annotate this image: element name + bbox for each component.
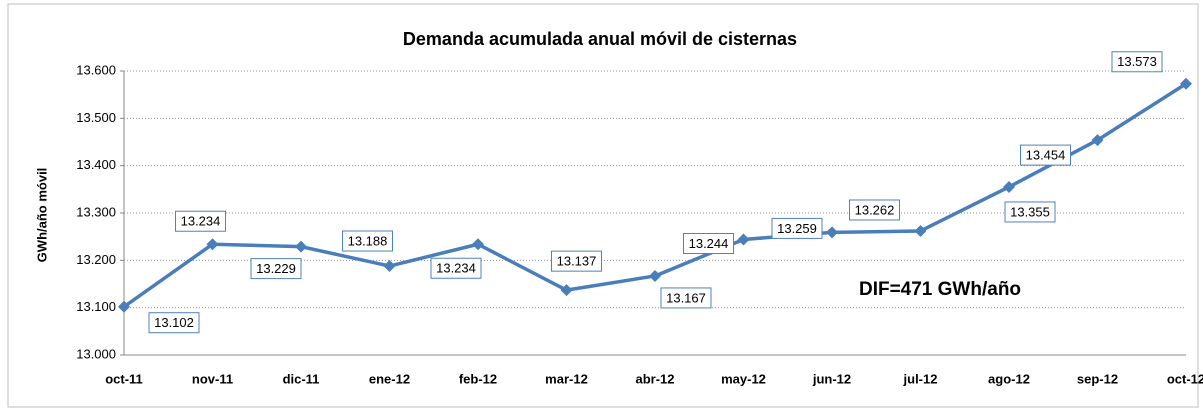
value-label: 13.188 <box>348 233 388 248</box>
x-tick-label: oct-11 <box>105 371 143 386</box>
y-tick-label: 13.500 <box>76 110 116 125</box>
value-label: 13.454 <box>1026 148 1066 163</box>
x-tick-label: abr-12 <box>635 371 674 386</box>
value-label: 13.262 <box>855 202 895 217</box>
x-tick-label: sep-12 <box>1077 371 1118 386</box>
marker <box>472 238 484 251</box>
x-tick-label: oct-12 <box>1167 371 1203 386</box>
x-tick-label: feb-12 <box>459 371 497 386</box>
value-label-box <box>1111 51 1163 73</box>
y-tick-label: 13.400 <box>76 157 116 172</box>
value-label-box <box>849 199 900 221</box>
value-label-box <box>771 217 823 239</box>
y-tick-label: 13.300 <box>76 204 116 219</box>
value-label-box <box>342 230 393 252</box>
chart-title: Demanda acumulada anual móvil de cistern… <box>403 29 797 49</box>
marker <box>826 226 838 239</box>
chart-border <box>7 3 1199 408</box>
marker <box>206 238 219 251</box>
x-tick-label: jul-12 <box>903 371 938 386</box>
value-label: 13.234 <box>436 261 476 276</box>
marker <box>560 284 573 297</box>
value-label-box <box>683 233 734 255</box>
y-tick-label: 13.000 <box>76 346 116 361</box>
value-label: 13.573 <box>1117 54 1157 69</box>
marker <box>649 269 661 282</box>
y-tick-label: 13.200 <box>76 252 116 267</box>
marker <box>295 240 307 253</box>
y-tick-label: 13.100 <box>76 299 116 314</box>
marker <box>737 233 750 246</box>
marker <box>118 300 130 313</box>
value-label: 13.259 <box>777 221 817 236</box>
y-axis-label: GWh/año móvil <box>34 168 49 263</box>
value-label-box <box>1020 144 1071 166</box>
x-tick-label: mar-12 <box>545 371 588 386</box>
value-label-box <box>660 287 712 309</box>
x-tick-label: nov-11 <box>192 371 233 386</box>
marker <box>1180 77 1192 90</box>
x-tick-label: ene-12 <box>369 371 410 386</box>
marker <box>383 260 396 273</box>
value-label-box <box>250 258 302 280</box>
x-tick-label: may-12 <box>721 371 766 386</box>
x-tick-label: jun-12 <box>812 371 851 386</box>
value-label-box <box>430 257 482 279</box>
annotation: DIF=471 GWh/año <box>859 279 1021 300</box>
value-label: 13.102 <box>154 315 194 330</box>
x-tick-label: ago-12 <box>988 371 1030 386</box>
value-label: 13.355 <box>1010 204 1050 219</box>
value-label: 13.137 <box>557 254 597 269</box>
value-label-box <box>551 250 602 272</box>
x-tick-label: dic-11 <box>283 371 320 386</box>
marker <box>1003 180 1015 193</box>
value-label: 13.167 <box>666 290 706 305</box>
value-label: 13.244 <box>689 236 729 251</box>
value-label-box <box>175 210 226 232</box>
value-label-box <box>1004 201 1056 223</box>
y-tick-label: 13.600 <box>76 62 116 77</box>
marker <box>914 224 927 237</box>
value-label-box <box>148 312 200 334</box>
value-label: 13.229 <box>256 261 296 276</box>
marker <box>1091 134 1104 147</box>
value-label: 13.234 <box>181 214 221 229</box>
